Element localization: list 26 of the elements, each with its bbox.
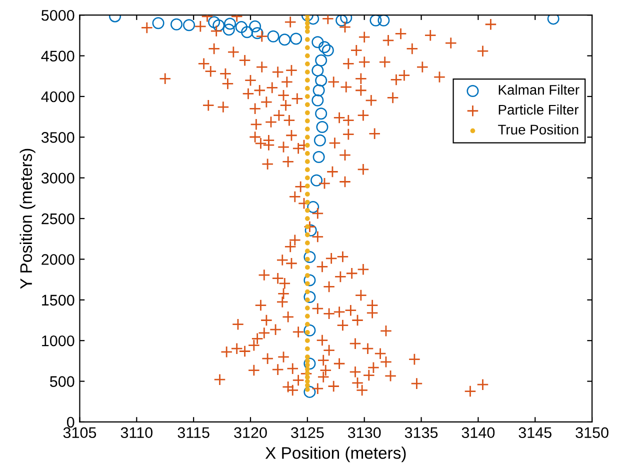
y-tick-label: 3000: [41, 172, 74, 184]
y-tick-label: 1500: [42, 294, 74, 306]
y-tick-label: 2500: [42, 213, 74, 224]
legend-label: Particle Filter: [498, 104, 579, 115]
legend-label: True Position: [498, 124, 578, 135]
y-tick-label: 4500: [41, 50, 74, 62]
x-tick-label: 3105: [63, 427, 96, 438]
y-tick-label: 3500: [41, 132, 74, 143]
x-tick-label: 3115: [178, 427, 210, 438]
y-axis-title: Y Position (meters): [20, 148, 36, 289]
y-tick-label: 0: [66, 416, 74, 428]
x-tick-label: 3135: [404, 427, 438, 438]
y-tick-label: 1000: [42, 335, 74, 346]
x-axis-title: X Position (meters): [265, 446, 406, 462]
x-tick-label: 3120: [234, 427, 267, 438]
x-tick-label: 3130: [348, 427, 381, 438]
x-tick-label: 3150: [576, 427, 608, 438]
x-tick-label: 3145: [518, 427, 552, 438]
x-tick-label: 3125: [291, 427, 324, 438]
x-tick-label: 3140: [462, 427, 495, 438]
y-tick-label: 4000: [41, 91, 74, 102]
legend-label: Kalman Filter: [498, 84, 580, 95]
y-tick-label: 2000: [42, 254, 74, 265]
y-tick-label: 500: [50, 376, 74, 387]
y-tick-label: 5000: [41, 10, 74, 21]
x-tick-label: 3110: [120, 427, 152, 438]
